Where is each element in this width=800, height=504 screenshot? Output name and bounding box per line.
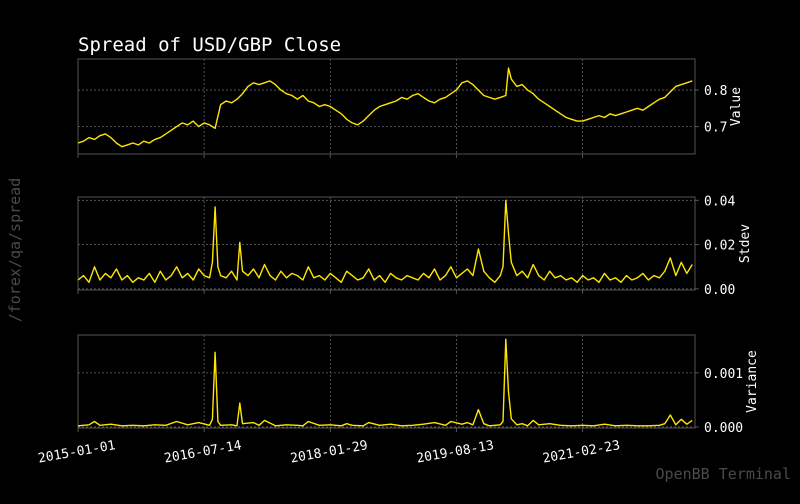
x-tick-label: 2016-07-14 [163, 438, 243, 466]
y-axis-label: Variance [745, 350, 760, 413]
watermark: OpenBB Terminal [656, 465, 791, 483]
y-axis-label: Stdev [738, 224, 753, 263]
x-tick-label: 2015-01-01 [37, 438, 117, 466]
x-tick-label: 2019-08-13 [415, 438, 495, 466]
y-tick-label: 0.04 [704, 194, 735, 209]
plot-frame [77, 196, 696, 291]
x-tick-label: 2021-02-23 [542, 438, 622, 466]
plot-frame [77, 58, 696, 155]
y-tick-label: 0.00 [704, 283, 735, 298]
y-axis-label: Value [729, 87, 744, 126]
series-line-variance [77, 338, 693, 427]
y-tick-label: 0.000 [704, 421, 743, 436]
series-line-stdev [77, 199, 693, 283]
y-tick-label: 0.7 [704, 121, 727, 136]
panel-value: 0.7 0.8 Value [77, 58, 744, 158]
plot-frame [77, 334, 696, 429]
y-tick-label: 0.8 [704, 84, 727, 99]
command-path-label: /forex/qa/spread [6, 178, 24, 323]
chart-title: Spread of USD/GBP Close [78, 34, 341, 56]
y-tick-label: 0.001 [704, 367, 743, 382]
series-line-value [77, 67, 693, 148]
x-tick-label: 2018-01-29 [289, 438, 369, 466]
y-tick-label: 0.02 [704, 239, 735, 254]
panel-variance: 0.000 0.001 Variance [77, 334, 760, 436]
